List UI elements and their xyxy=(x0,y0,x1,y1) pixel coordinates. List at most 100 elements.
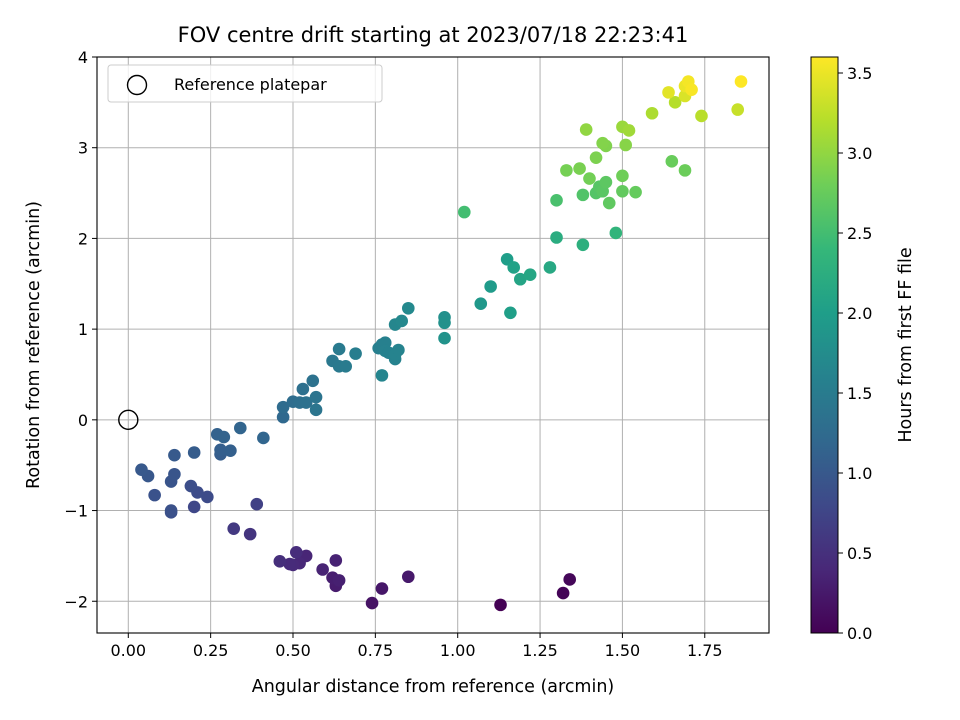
x-tick-label: 1.75 xyxy=(687,641,723,660)
colorbar-tick-label: 0.0 xyxy=(847,624,872,643)
data-point xyxy=(438,316,451,330)
colorbar-gradient xyxy=(810,56,839,634)
data-point xyxy=(484,280,497,293)
data-point xyxy=(665,155,679,168)
data-point xyxy=(283,557,297,571)
data-point xyxy=(556,586,570,600)
x-tick-label: 1.25 xyxy=(522,641,558,660)
colorbar-label: Hours from first FF file xyxy=(896,247,916,442)
colorbar-tick-label: 1.0 xyxy=(847,464,872,483)
y-tick-label: 2 xyxy=(78,229,88,248)
data-point xyxy=(507,261,521,274)
data-point xyxy=(187,446,201,459)
data-point xyxy=(135,463,148,477)
data-point xyxy=(365,596,379,610)
data-point xyxy=(685,83,698,96)
x-tick-label: 1.00 xyxy=(440,641,476,660)
data-point xyxy=(629,185,642,199)
data-point xyxy=(289,545,303,559)
data-point xyxy=(513,272,527,286)
x-axis-label: Angular distance from reference (arcmin) xyxy=(252,677,615,697)
y-tick-label: 0 xyxy=(78,411,88,430)
legend: Reference platepar xyxy=(107,64,383,103)
data-point xyxy=(309,390,323,404)
y-axis-label: Rotation from reference (arcmin) xyxy=(24,201,44,489)
data-point xyxy=(329,554,343,567)
data-point xyxy=(299,396,313,409)
data-point xyxy=(678,164,692,177)
data-point xyxy=(332,342,346,356)
data-point xyxy=(201,490,214,504)
data-point xyxy=(148,488,161,502)
data-point xyxy=(645,106,659,120)
chart-title: FOV centre drift starting at 2023/07/18 … xyxy=(178,23,689,47)
data-point xyxy=(573,162,586,175)
data-point xyxy=(583,172,596,185)
y-tick-label: 3 xyxy=(78,139,88,158)
reference-point-marker xyxy=(118,409,139,431)
colorbar: 0.0 0.5 1.0 1.5 2.0 2.5 3.0 3.5 Hours from firs… xyxy=(810,56,916,643)
data-point xyxy=(616,169,629,183)
data-point xyxy=(168,448,181,462)
colorbar-tick-label: 2.0 xyxy=(847,304,872,323)
data-point xyxy=(695,109,708,123)
y-tick-label: −1 xyxy=(64,502,88,521)
data-point xyxy=(187,500,201,514)
data-point xyxy=(560,164,573,177)
legend-box xyxy=(107,64,383,103)
y-tick-label: −2 xyxy=(64,592,88,611)
data-point xyxy=(309,403,323,417)
data-point xyxy=(616,184,629,198)
data-point xyxy=(579,123,593,136)
data-point xyxy=(276,410,290,424)
x-tick-label: 0.75 xyxy=(358,641,394,660)
data-point xyxy=(316,563,329,576)
data-point xyxy=(504,306,517,320)
data-point xyxy=(217,430,231,444)
data-point xyxy=(392,343,405,357)
x-axis: 0.00 0.25 0.50 0.75 1.00 1.25 1.50 1.75 xyxy=(110,633,723,660)
colorbar-tick-label: 3.0 xyxy=(847,144,872,163)
data-point xyxy=(576,188,590,202)
data-point xyxy=(438,331,451,345)
data-point xyxy=(306,374,320,388)
data-point xyxy=(622,124,636,137)
data-point xyxy=(296,382,310,396)
y-tick-label: 4 xyxy=(78,48,88,67)
x-tick-label: 1.50 xyxy=(605,641,641,660)
data-point xyxy=(474,297,488,311)
colorbar-tick-label: 2.5 xyxy=(847,224,872,243)
x-tick-label: 0.00 xyxy=(110,641,146,660)
data-point xyxy=(332,574,346,587)
grid xyxy=(97,56,769,633)
data-point xyxy=(599,175,613,189)
data-point xyxy=(494,598,507,612)
data-point xyxy=(734,75,748,88)
data-point xyxy=(543,261,557,274)
data-point xyxy=(550,194,563,207)
data-point xyxy=(339,360,353,373)
data-point xyxy=(224,444,237,457)
data-point xyxy=(668,96,682,109)
data-point xyxy=(375,582,389,595)
data-point xyxy=(395,314,409,328)
data-point xyxy=(250,497,264,511)
data-point xyxy=(662,86,675,99)
plot-frame xyxy=(96,56,770,634)
legend-open-circle-icon xyxy=(126,74,148,96)
y-tick-label: 1 xyxy=(78,320,88,339)
data-point xyxy=(563,573,577,586)
colorbar-tick-label: 3.5 xyxy=(847,64,872,83)
data-point xyxy=(589,151,603,164)
data-point xyxy=(273,555,287,568)
data-point xyxy=(227,522,241,535)
data-point xyxy=(184,479,198,493)
data-point xyxy=(257,431,270,445)
data-point xyxy=(375,369,389,382)
data-point xyxy=(349,347,362,360)
data-point xyxy=(164,504,178,517)
data-point xyxy=(214,443,227,457)
data-point xyxy=(731,103,745,116)
colorbar-ticks: 0.0 0.5 1.0 1.5 2.0 2.5 3.0 3.5 xyxy=(838,64,872,643)
x-tick-label: 0.25 xyxy=(193,641,229,660)
